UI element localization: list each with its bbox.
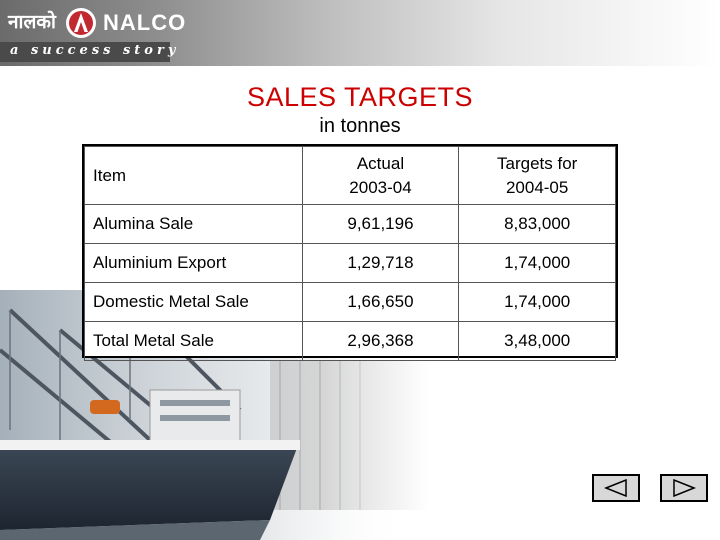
page-title: SALES TARGETS	[246, 82, 474, 112]
column-header-actual: Actual 2003-04	[301, 146, 460, 205]
row-target-value: 1,74,000	[458, 282, 616, 322]
previous-slide-button[interactable]	[592, 474, 640, 502]
row-item-label: Alumina Sale	[84, 204, 303, 244]
table-row: Total Metal Sale 2,96,368 3,48,000	[84, 321, 616, 361]
column-header-item: Item	[84, 146, 303, 205]
row-item-label: Total Metal Sale	[84, 321, 303, 361]
row-item-label: Aluminium Export	[84, 243, 303, 283]
triangle-right-icon	[673, 479, 697, 497]
page-subtitle: in tonnes	[319, 115, 401, 137]
row-target-value: 8,83,000	[458, 204, 616, 244]
row-actual-value: 2,96,368	[301, 321, 460, 361]
brand-hindi-text: नालको	[8, 11, 56, 33]
row-target-value: 1,74,000	[458, 243, 616, 283]
nalco-logo-icon	[66, 8, 96, 38]
row-actual-value: 1,29,718	[301, 243, 460, 283]
next-slide-button[interactable]	[660, 474, 708, 502]
tagline: a success story	[10, 43, 180, 58]
brand-name: NALCO	[103, 10, 187, 35]
sales-targets-table: Item Actual 2003-04 Targets for 2004-05 …	[82, 144, 618, 361]
column-header-target: Targets for 2004-05	[458, 146, 616, 205]
row-item-label: Domestic Metal Sale	[84, 282, 303, 322]
table-header-row: Item Actual 2003-04 Targets for 2004-05	[84, 146, 616, 205]
row-actual-value: 1,66,650	[301, 282, 460, 322]
row-actual-value: 9,61,196	[301, 204, 460, 244]
tagline-bar	[0, 42, 170, 62]
table-row: Aluminium Export 1,29,718 1,74,000	[84, 243, 616, 283]
table-row: Domestic Metal Sale 1,66,650 1,74,000	[84, 282, 616, 322]
triangle-left-icon	[603, 479, 627, 497]
table-row: Alumina Sale 9,61,196 8,83,000	[84, 204, 616, 244]
row-target-value: 3,48,000	[458, 321, 616, 361]
